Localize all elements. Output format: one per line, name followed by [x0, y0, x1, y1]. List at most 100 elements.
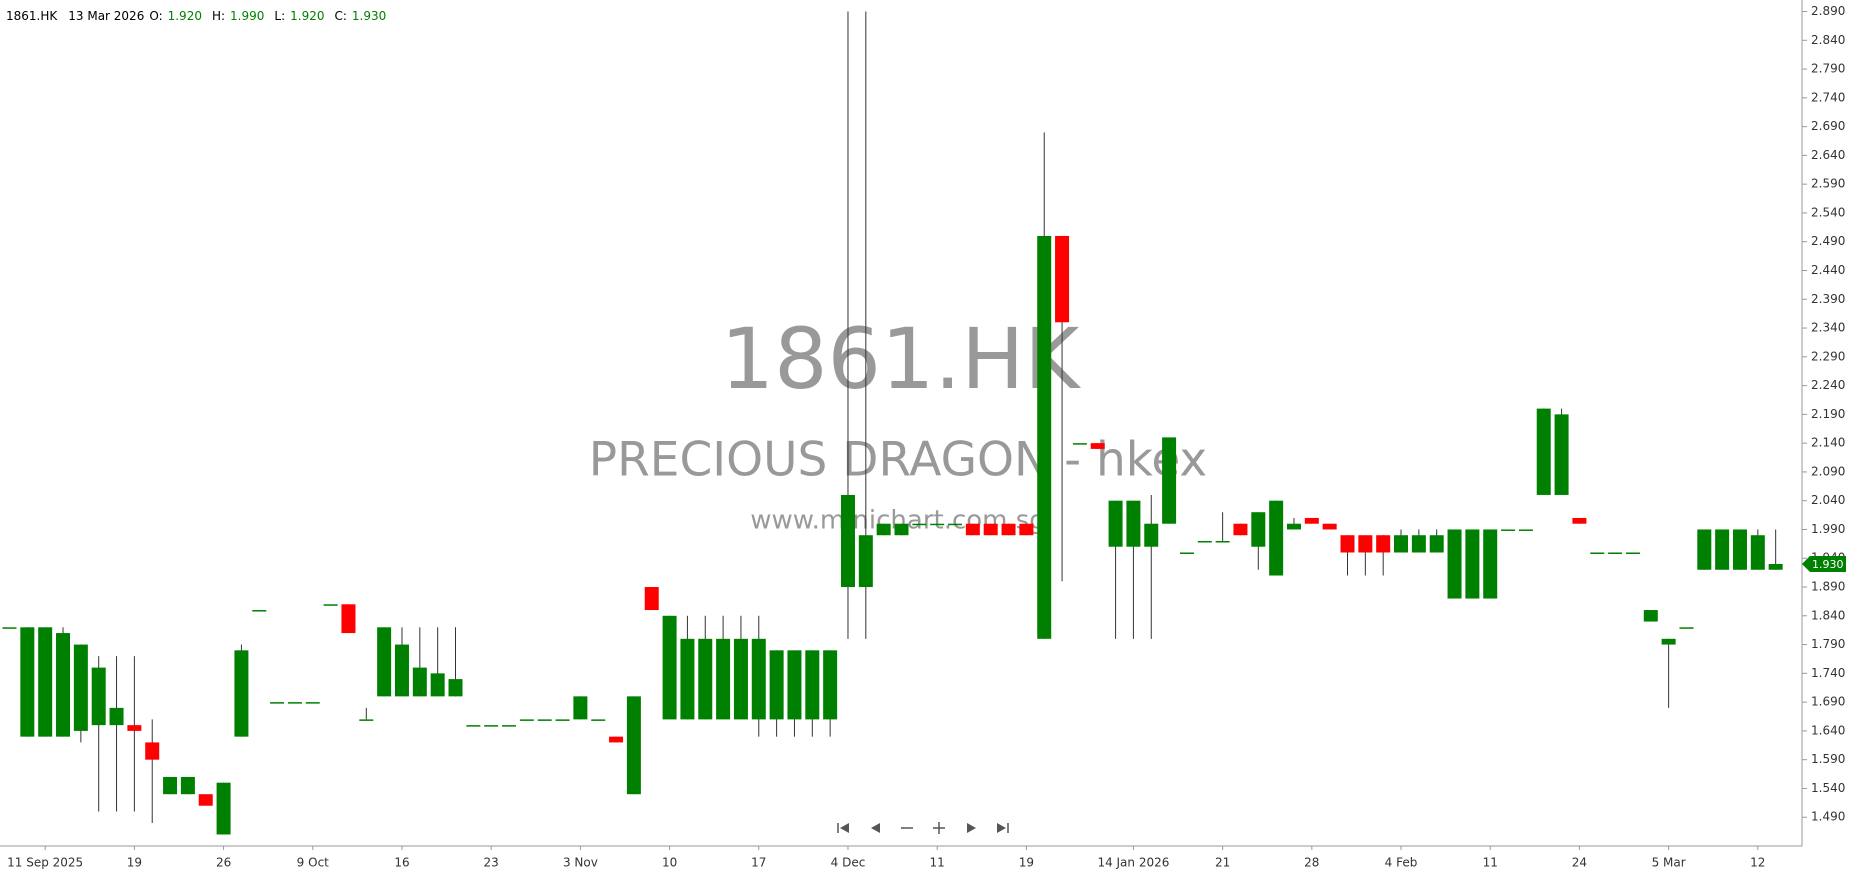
candle-body: [252, 610, 267, 612]
candle-body: [1126, 500, 1141, 547]
nav-prev[interactable]: [866, 820, 884, 836]
field-value: 1.930: [351, 9, 387, 23]
candle-body: [38, 627, 53, 737]
candle-body: [1429, 535, 1444, 553]
candle-body: [698, 638, 713, 720]
nav-zoom-out[interactable]: [898, 820, 916, 836]
y-tick-label: 1.890: [1811, 580, 1845, 594]
y-tick-label: 2.690: [1811, 119, 1845, 133]
x-tick-label: 26: [216, 856, 231, 870]
candle-body: [1536, 408, 1551, 495]
candles: [2, 11, 1783, 835]
y-tick-label: 1.590: [1811, 752, 1845, 766]
y-tick-label: 1.490: [1811, 810, 1845, 824]
candle-body: [1625, 552, 1640, 554]
candle-body: [412, 667, 427, 697]
candle-body: [145, 742, 160, 760]
x-tick-label: 3 Nov: [563, 856, 598, 870]
x-tick-label: 12: [1750, 856, 1765, 870]
candle-body: [1715, 529, 1730, 570]
x-tick-label: 10: [662, 856, 677, 870]
field-label: C:: [334, 9, 347, 23]
nav-first[interactable]: [834, 820, 852, 836]
candle-body: [1661, 638, 1676, 645]
candle-body: [1233, 523, 1248, 536]
x-tick-label: 19: [127, 856, 142, 870]
candle-body: [198, 794, 213, 806]
candle-body: [1732, 529, 1747, 570]
field-value: 1.990: [230, 9, 265, 23]
candle-body: [751, 638, 766, 720]
y-tick-label: 1.640: [1811, 723, 1845, 737]
watermark-name: PRECIOUS DRAGON - hkex: [589, 433, 1207, 488]
candle-body: [644, 587, 659, 611]
candle-body: [626, 696, 641, 795]
y-tick-label: 1.740: [1811, 666, 1845, 680]
candle-body: [876, 523, 891, 536]
candle-body: [287, 702, 302, 704]
x-tick-label: 23: [484, 856, 499, 870]
candle-body: [1144, 523, 1159, 547]
nav-next[interactable]: [962, 820, 980, 836]
nav-zoom-in[interactable]: [930, 820, 948, 836]
candle-body: [1394, 535, 1409, 553]
x-tick-label: 5 Mar: [1652, 856, 1686, 870]
field-value: 1.920: [290, 9, 325, 23]
candle-body: [1679, 627, 1694, 629]
candle-body: [1340, 535, 1355, 553]
y-tick-label: 2.390: [1811, 292, 1845, 306]
x-tick-label: 17: [751, 856, 766, 870]
candle-body: [430, 673, 445, 697]
y-tick-label: 2.440: [1811, 263, 1845, 277]
field-value: 1.920: [167, 9, 202, 23]
y-tick-label: 2.890: [1811, 4, 1845, 18]
candle-body: [1162, 437, 1177, 524]
symbol: 1861.HK: [6, 9, 58, 23]
candle-body: [1501, 529, 1516, 531]
candle-body: [1411, 535, 1426, 553]
x-tick-label: 4 Feb: [1385, 856, 1418, 870]
candle-body: [1465, 529, 1480, 599]
candle-body: [858, 535, 873, 588]
candle-body: [484, 725, 499, 727]
field-label: H:: [211, 9, 226, 23]
candle-body: [1197, 540, 1212, 543]
y-tick-label: 2.490: [1811, 234, 1845, 248]
candle-body: [91, 667, 106, 726]
x-tick-label: 11: [1483, 856, 1498, 870]
y-tick-label: 2.140: [1811, 436, 1845, 450]
y-tick-label: 2.040: [1811, 493, 1845, 507]
field-label: O:: [149, 9, 163, 23]
candle-body: [341, 604, 356, 634]
last-price-tag: [1802, 556, 1846, 572]
candle-body: [20, 627, 35, 737]
candle-body: [1554, 414, 1569, 495]
candle-body: [127, 725, 142, 731]
candle-body: [1376, 535, 1391, 553]
field-label: L:: [274, 9, 286, 23]
y-tick-label: 2.740: [1811, 90, 1845, 104]
y-tick-label: 2.340: [1811, 321, 1845, 335]
candle-body: [466, 725, 481, 727]
y-tick-label: 1.790: [1811, 637, 1845, 651]
candle-body: [1322, 523, 1337, 530]
x-tick-label: 14 Jan 2026: [1097, 856, 1169, 870]
date: 13 Mar 2026: [68, 9, 145, 23]
y-tick-label: 2.790: [1811, 62, 1845, 76]
candle-body: [323, 604, 338, 606]
candle-body: [1572, 517, 1587, 524]
candle-body: [609, 736, 624, 743]
y-tick-label: 2.840: [1811, 33, 1845, 47]
y-tick-label: 2.290: [1811, 349, 1845, 363]
x-tick-label: 19: [1019, 856, 1034, 870]
nav-buttons: [834, 820, 1012, 836]
candle-body: [733, 638, 748, 720]
nav-last[interactable]: [994, 820, 1012, 836]
y-tick-label: 2.090: [1811, 464, 1845, 478]
y-tick-label: 1.690: [1811, 695, 1845, 709]
y-tick-label: 2.640: [1811, 148, 1845, 162]
candle-body: [377, 627, 392, 697]
candle-body: [109, 707, 124, 726]
candle-body: [519, 719, 534, 721]
